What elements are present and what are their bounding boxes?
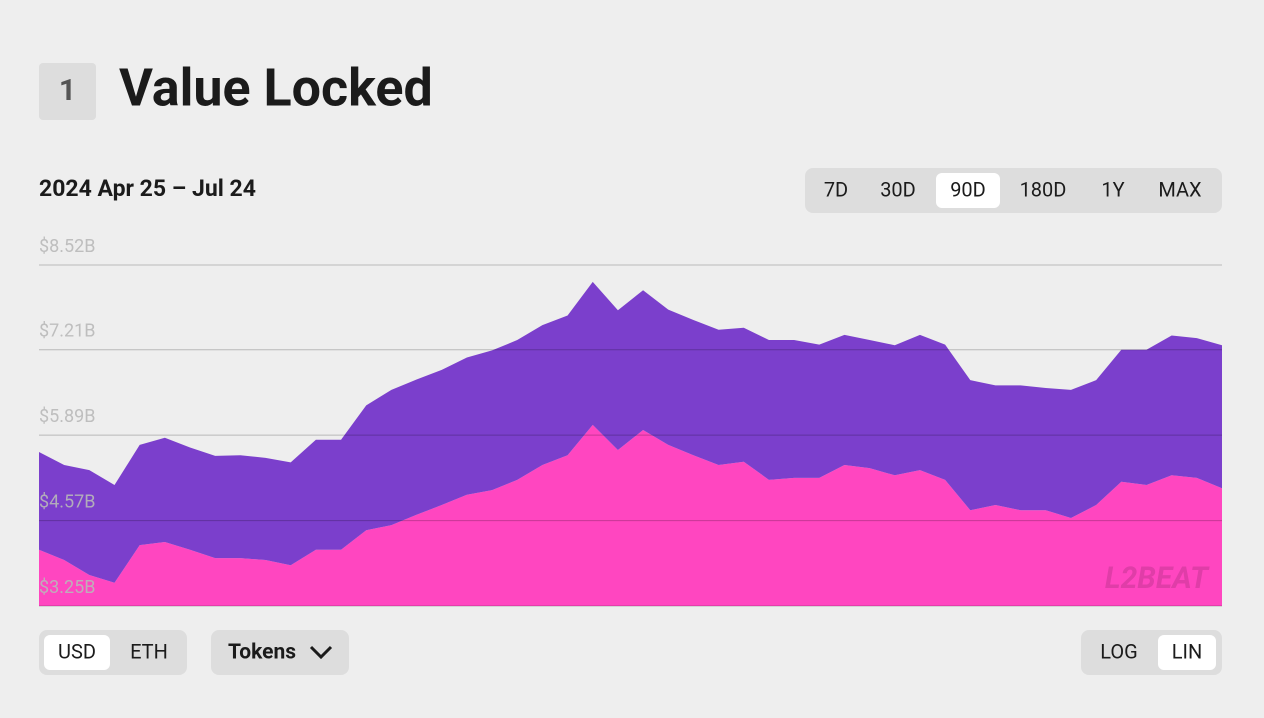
- area: [39, 424, 1222, 606]
- y-tick-label: $5.89B: [39, 406, 95, 427]
- active-button-bg[interactable]: [936, 173, 1000, 208]
- watermark: L2BEAT: [1105, 561, 1210, 596]
- toggle-button[interactable]: 7D: [824, 177, 848, 201]
- toggle-button[interactable]: 90D: [950, 177, 986, 201]
- toggle-button[interactable]: LOG: [1100, 639, 1138, 663]
- section-number: 1: [59, 73, 76, 108]
- toggle-button[interactable]: ETH: [130, 639, 168, 663]
- toggle-button[interactable]: MAX: [1158, 177, 1202, 201]
- chevron-icon[interactable]: [309, 645, 333, 660]
- section-number-box: [39, 63, 96, 120]
- y-tick-label: $3.25B: [39, 577, 95, 598]
- toggle-button[interactable]: 30D: [880, 177, 916, 201]
- toggle-button[interactable]: USD: [58, 639, 96, 663]
- active-button-bg[interactable]: [44, 635, 110, 670]
- area: [39, 281, 1222, 583]
- date-range: 2024 Apr 25 – Jul 24: [39, 175, 256, 202]
- tokens-button[interactable]: [211, 630, 349, 675]
- toggle-button[interactable]: 180D: [1020, 177, 1067, 201]
- y-tick-label: $7.21B: [39, 321, 95, 342]
- y-tick-label: $4.57B: [39, 491, 95, 512]
- tokens-label[interactable]: Tokens: [228, 641, 296, 665]
- toggle-button[interactable]: LIN: [1172, 639, 1202, 663]
- y-tick-label: $8.52B: [39, 236, 95, 257]
- active-button-bg[interactable]: [1158, 635, 1216, 670]
- toggle-button[interactable]: 1Y: [1101, 177, 1124, 201]
- section-title: Value Locked: [119, 58, 433, 119]
- range-group: [805, 168, 1222, 213]
